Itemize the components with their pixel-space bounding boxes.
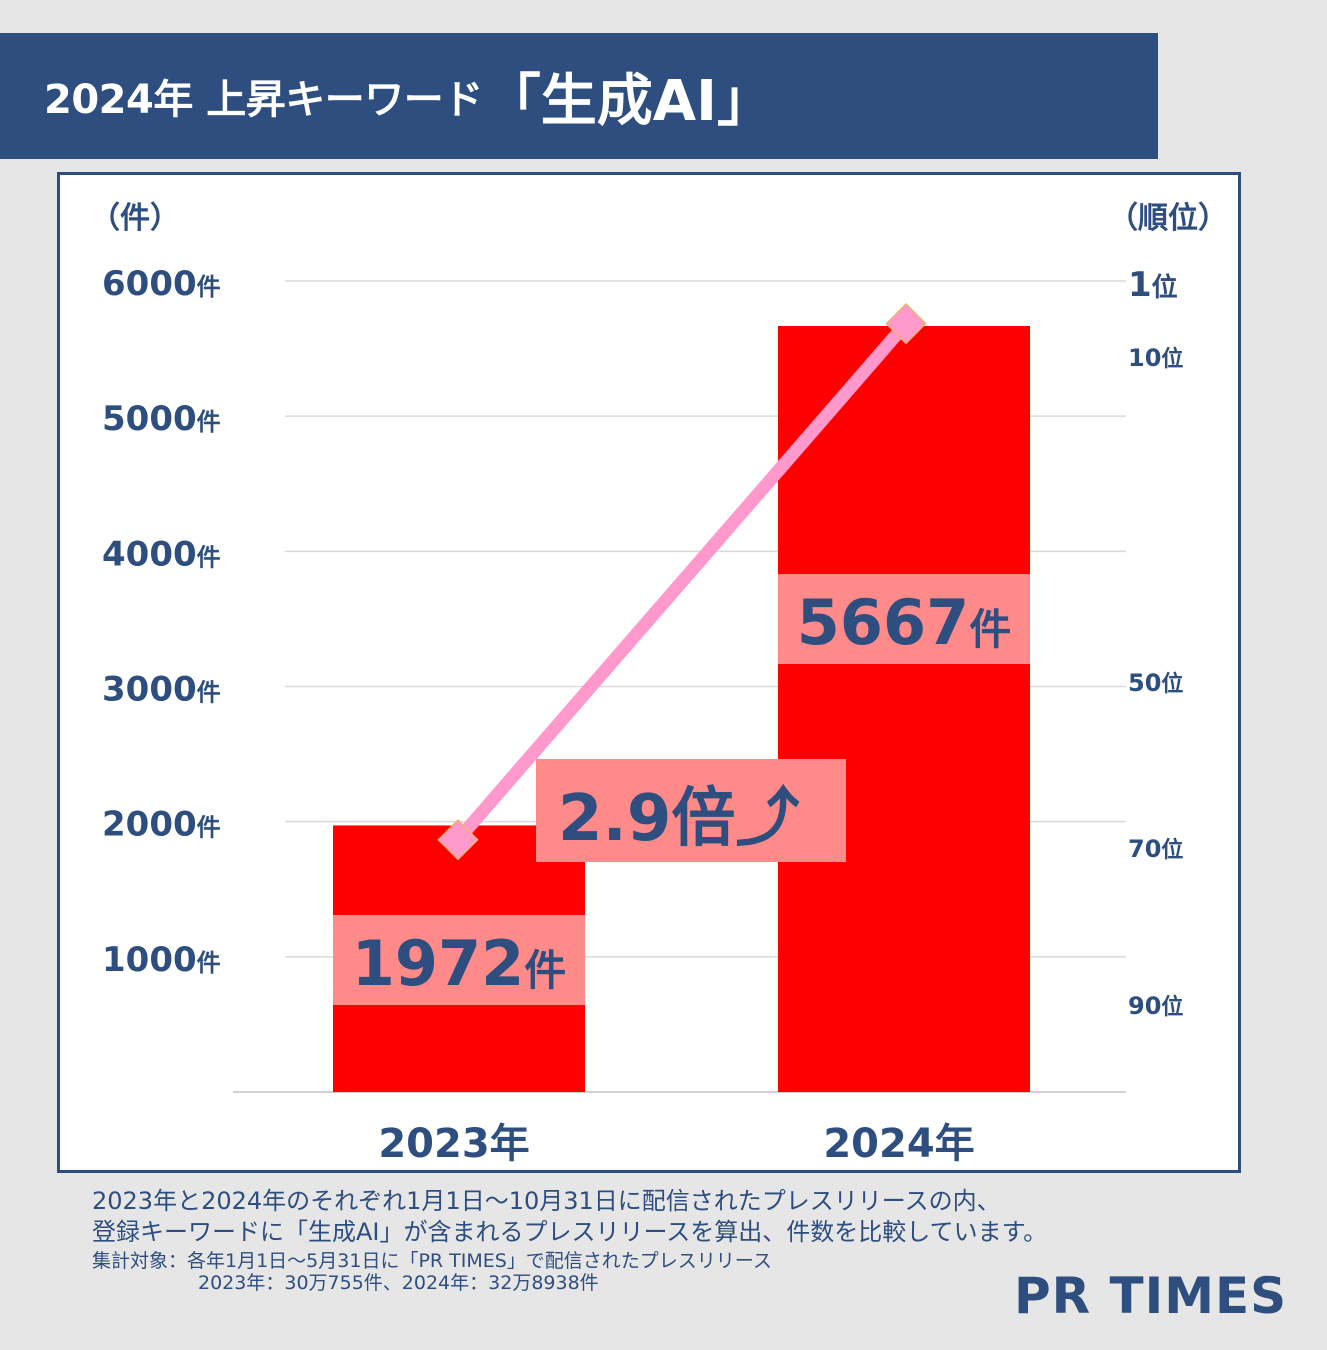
title-main: 2024年 上昇キーワード <box>44 77 483 123</box>
y-left-tick-label: 1000件 <box>102 940 221 980</box>
footer-line-2: 登録キーワードに「生成AI」が含まれるプレスリリースを算出、件数を比較しています… <box>92 1218 1048 1246</box>
footer-line-1: 2023年と2024年のそれぞれ1月1日〜10月31日に配信されたプレスリリース… <box>92 1187 1001 1215</box>
y-right-tick-label: 10位 <box>1128 344 1183 372</box>
title-keyword: 「生成AI」 <box>484 68 773 134</box>
y-left-tick-label: 3000件 <box>102 670 221 710</box>
title-banner: 2024年 上昇キーワード 「生成AI」 <box>0 33 1158 159</box>
rank-marker <box>437 819 479 861</box>
y-left-unit-label: （件） <box>90 201 180 236</box>
y-left-tick-label: 4000件 <box>102 534 221 574</box>
y-right-unit-label: （順位） <box>1108 201 1228 236</box>
y-right-tick-label: 50位 <box>1128 669 1183 697</box>
y-left-tick-label: 6000件 <box>102 264 221 304</box>
x-tick-label: 2024年 <box>823 1121 974 1167</box>
y-right-tick-label: 1位 <box>1128 265 1178 305</box>
x-tick-label: 2023年 <box>378 1121 529 1167</box>
data-label-box <box>333 915 585 1005</box>
footer-sub-line-1: 集計対象：各年1月1日〜5月31日に「PR TIMES」で配信されたプレスリリー… <box>92 1250 772 1272</box>
y-left-tick-label: 2000件 <box>102 805 221 845</box>
y-right-tick-label: 70位 <box>1128 835 1183 863</box>
data-label: 1972件 <box>352 927 567 1000</box>
chart-svg: （件） 1000件 2000件 3000件 4000件 5000件 6000件 （順位） 1位 1… <box>90 201 1228 1167</box>
annotation-text: 2.9倍⤴ <box>558 782 800 856</box>
footer-sub-line-2: 2023年：30万755件、2024年：32万8938件 <box>198 1272 599 1294</box>
footer-sub: 集計対象：各年1月1日〜5月31日に「PR TIMES」で配信されたプレスリリー… <box>92 1250 1172 1294</box>
annotation-box <box>536 759 846 862</box>
rank-line <box>451 317 913 847</box>
chart-frame: （件） 1000件 2000件 3000件 4000件 5000件 6000件 （順位） 1位 1… <box>57 172 1241 1173</box>
footer-note: 2023年と2024年のそれぞれ1月1日〜10月31日に配信されたプレスリリース… <box>92 1186 1172 1294</box>
bar <box>778 326 1030 1092</box>
rank-marker <box>885 303 927 345</box>
y-right-tick-label: 90位 <box>1128 992 1183 1020</box>
data-label: 5667件 <box>797 586 1012 659</box>
pr-times-logo: PR TIMES <box>1014 1267 1288 1325</box>
y-left-tick-label: 5000件 <box>102 399 221 439</box>
data-label-box <box>778 574 1030 664</box>
